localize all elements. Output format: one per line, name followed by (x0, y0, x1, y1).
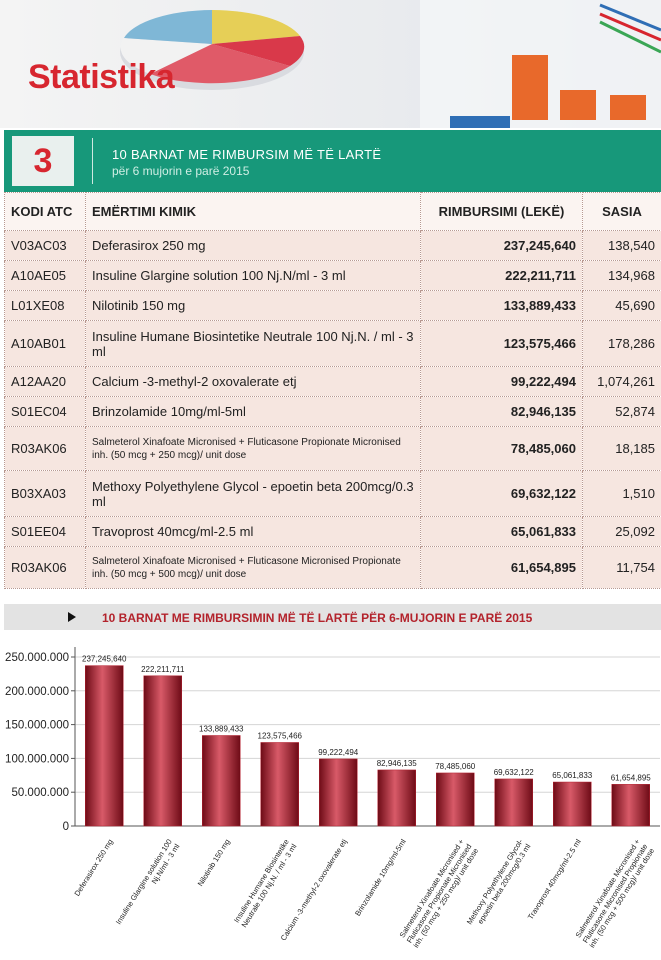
table-cell: L01XE08 (4, 290, 86, 321)
table-cell: S01EE04 (4, 516, 86, 547)
table-row: A10AB01 Insuline Humane Biosintetike Neut… (4, 320, 661, 367)
table-row: L01XE08 Nilotinib 150 mg 133,889,433 45,690 (4, 290, 661, 321)
table-row: R03AK06 Salmeterol Xinafoate Micronised +… (4, 546, 661, 589)
value-label: 99,222,494 (318, 748, 359, 757)
header: Statistika (0, 0, 661, 128)
y-tick-label: 150.000.000 (5, 720, 69, 732)
value-label: 123,575,466 (258, 731, 303, 740)
section-band: 3 10 BARNAT ME RIMBURSIM MË TË LARTË për… (4, 130, 661, 192)
column-header: RIMBURSIMI (LEKË) (420, 192, 583, 231)
table-row: S01EC04 Brinzolamide 10mg/ml-5ml 82,946,13… (4, 396, 661, 427)
section-title: 10 BARNAT ME RIMBURSIM MË TË LARTË (112, 147, 382, 162)
table-cell: 237,245,640 (420, 230, 583, 261)
y-tick-label: 100.000.000 (5, 753, 69, 765)
bar (143, 675, 182, 827)
chart: 0 50.000.000 100.000.000 150.000.000 200.000… (5, 647, 660, 833)
bar (611, 784, 650, 827)
column-header: EMËRTIMI KIMIK (85, 192, 421, 231)
table-row: R03AK06 Salmeterol Xinafoate Micronised +… (4, 426, 661, 471)
table-cell: 123,575,466 (420, 320, 583, 367)
chart-title-bar: 10 BARNAT ME RIMBURSIMIN MË TË LARTË PËR… (4, 604, 661, 630)
table-row: V03AC03 Deferasirox 250 mg 237,245,640 138,… (4, 230, 661, 261)
table-cell: R03AK06 (4, 426, 86, 471)
table-cell: A10AE05 (4, 260, 86, 291)
table-cell: 82,946,135 (420, 396, 583, 427)
table-cell: 65,061,833 (420, 516, 583, 547)
value-label: 78,485,060 (435, 762, 476, 771)
divider (92, 138, 93, 184)
section-number: 3 (12, 136, 74, 186)
bar (85, 665, 124, 827)
marker (68, 612, 76, 622)
table-cell: 99,222,494 (420, 366, 583, 397)
value-label: 133,889,433 (199, 724, 244, 733)
table-cell: V03AC03 (4, 230, 86, 261)
brand: Statistika (28, 58, 175, 96)
table-cell: 61,654,895 (420, 546, 583, 589)
bar (553, 781, 592, 827)
table-cell: Nilotinib 150 mg (85, 290, 421, 321)
y-tick-label: 50.000.000 (11, 787, 69, 799)
table-cell: Insuline Humane Biosintetike Neutrale 10… (85, 320, 421, 367)
table-cell: 78,485,060 (420, 426, 583, 471)
table-cell: Salmeterol Xinafoate Micronised + Flutic… (85, 426, 421, 471)
table-body: V03AC03 Deferasirox 250 mg 237,245,640 138,… (4, 230, 661, 589)
chart-title: 10 BARNAT ME RIMBURSIMIN MË TË LARTË PËR… (102, 611, 533, 625)
table-cell: 18,185 (582, 426, 661, 471)
table-cell: 134,968 (582, 260, 661, 291)
bar (202, 735, 241, 827)
table-cell: Travoprost 40mcg/ml-2.5 ml (85, 516, 421, 547)
table-cell: 222,211,711 (420, 260, 583, 291)
table: KODI ATC EMËRTIMI KIMIK RIMBURSIMI (LEKË) S… (4, 192, 661, 589)
value-label: 82,946,135 (377, 759, 418, 768)
table-cell: Salmeterol Xinafoate Micronised + Flutic… (85, 546, 421, 589)
table-row: A10AE05 Insuline Glargine solution 100 Nj… (4, 260, 661, 291)
table-cell: A10AB01 (4, 320, 86, 367)
table-row: A12AA20 Calcium -3-methyl-2 oxovalerate e… (4, 366, 661, 397)
table-cell: Methoxy Polyethylene Glycol - epoetin be… (85, 470, 421, 517)
table-cell: 69,632,122 (420, 470, 583, 517)
table-cell: S01EC04 (4, 396, 86, 427)
column-header: KODI ATC (4, 192, 86, 231)
table-row: S01EE04 Travoprost 40mcg/ml-2.5 ml 65,061,… (4, 516, 661, 547)
y-tick-label: 250.000.000 (5, 652, 69, 664)
table-cell: 52,874 (582, 396, 661, 427)
bar (436, 772, 475, 827)
table-cell: 25,092 (582, 516, 661, 547)
value-label: 237,245,640 (82, 655, 127, 664)
bar (319, 758, 358, 827)
table-cell: Deferasirox 250 mg (85, 230, 421, 261)
table-cell: B03XA03 (4, 470, 86, 517)
y-tick-label: 200.000.000 (5, 686, 69, 698)
bar (260, 742, 299, 827)
table-cell: 1,510 (582, 470, 661, 517)
table-cell: 1,074,261 (582, 366, 661, 397)
header-art (120, 0, 661, 128)
table-cell: Calcium -3-methyl-2 oxovalerate etj (85, 366, 421, 397)
table-cell: 11,754 (582, 546, 661, 589)
table-row: B03XA03 Methoxy Polyethylene Glycol - epo… (4, 470, 661, 517)
value-label: 61,654,895 (611, 773, 652, 782)
y-tick-label: 0 (63, 821, 69, 833)
table-cell: Insuline Glargine solution 100 Nj.N/ml -… (85, 260, 421, 291)
table-cell: Brinzolamide 10mg/ml-5ml (85, 396, 421, 427)
table-cell: 178,286 (582, 320, 661, 367)
bar (377, 769, 416, 827)
value-label: 69,632,122 (494, 768, 535, 777)
table-cell: 45,690 (582, 290, 661, 321)
table-cell: R03AK06 (4, 546, 86, 589)
column-header: SASIA (582, 192, 661, 231)
section-subtitle: për 6 mujorin e parë 2015 (112, 164, 250, 178)
table-cell: A12AA20 (4, 366, 86, 397)
table-cell: 133,889,433 (420, 290, 583, 321)
value-label: 65,061,833 (552, 771, 593, 780)
table-cell: 138,540 (582, 230, 661, 261)
value-label: 222,211,711 (141, 665, 185, 674)
header-row: KODI ATC EMËRTIMI KIMIK RIMBURSIMI (LEKË) S… (4, 192, 661, 231)
bar (494, 778, 533, 827)
